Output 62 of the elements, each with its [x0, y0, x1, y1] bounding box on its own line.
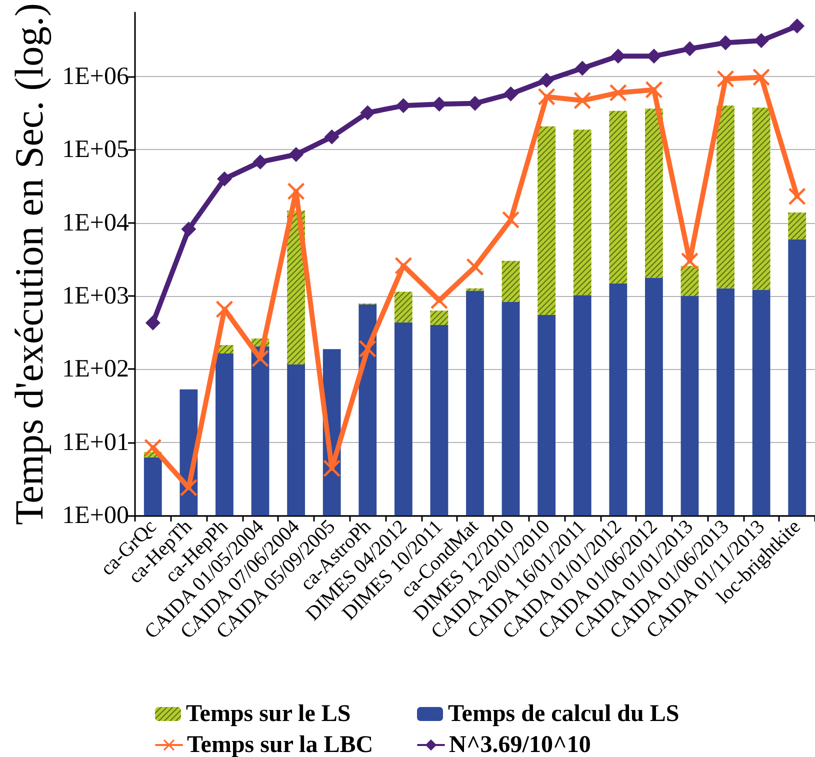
bar	[645, 278, 663, 516]
point	[252, 350, 269, 367]
bar	[680, 296, 699, 516]
point	[574, 92, 591, 110]
y-tick-label: 1E+05	[62, 136, 129, 164]
bar	[251, 346, 270, 516]
point	[468, 96, 482, 111]
point	[788, 188, 806, 205]
y-tick-label: 1E+02	[62, 356, 129, 383]
point	[717, 70, 734, 88]
point	[216, 300, 233, 318]
y-tick-label: 1E+00	[62, 502, 129, 529]
point	[323, 460, 340, 477]
point	[288, 182, 305, 200]
bar	[609, 283, 628, 516]
y-tick-label: 1E+03	[62, 282, 129, 310]
bar	[466, 290, 484, 516]
legend-label: Temps de calcul du LS	[448, 701, 680, 727]
point	[503, 86, 518, 102]
point	[790, 18, 805, 34]
y-axis-title: Temps d'exécution en Sec. (log.)	[6, 3, 52, 526]
legend-label: Temps sur le LS	[186, 701, 351, 727]
bar	[394, 322, 412, 516]
bar	[788, 239, 806, 516]
point	[502, 211, 520, 228]
point	[216, 171, 232, 186]
point	[288, 147, 304, 162]
point	[538, 88, 556, 106]
point	[610, 84, 627, 102]
y-tick-label: 1E+01	[62, 428, 129, 456]
bar	[287, 364, 305, 516]
bar	[716, 288, 734, 516]
point	[324, 129, 340, 144]
legend-label: N^3.69/10^10	[449, 732, 591, 757]
legend-label: Temps sur la LBC	[187, 732, 374, 757]
y-tick-label: 1E+06	[62, 63, 129, 90]
point	[145, 315, 160, 330]
point	[718, 35, 734, 50]
bar	[752, 290, 770, 516]
bar	[573, 295, 592, 516]
point	[574, 60, 590, 76]
point	[252, 154, 268, 170]
point	[466, 258, 484, 276]
point	[181, 222, 196, 237]
point	[645, 81, 662, 98]
point	[394, 257, 412, 274]
bar	[216, 353, 234, 516]
bar	[144, 458, 162, 516]
bar	[538, 315, 556, 516]
point	[752, 68, 770, 86]
bar	[358, 304, 377, 516]
point	[681, 252, 698, 270]
point	[144, 439, 162, 456]
y-tick-label: 1E+04	[62, 209, 130, 236]
bar	[502, 302, 520, 516]
point	[396, 98, 411, 114]
point	[539, 72, 554, 88]
point	[360, 105, 376, 120]
point	[682, 41, 698, 56]
point	[359, 340, 376, 358]
bar	[430, 325, 448, 516]
point	[180, 479, 198, 496]
